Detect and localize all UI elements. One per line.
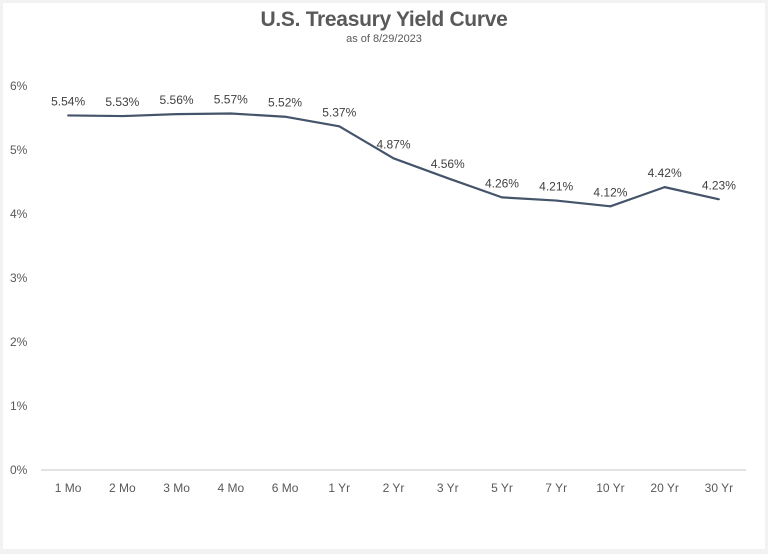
- data-point: [284, 115, 287, 118]
- data-point: [446, 177, 449, 180]
- y-tick-label: 5%: [10, 143, 28, 157]
- x-tick-label: 7 Yr: [545, 481, 567, 495]
- data-label: 5.37%: [322, 105, 356, 119]
- data-label: 4.12%: [593, 185, 627, 199]
- data-point: [392, 157, 395, 160]
- x-tick-label: 20 Yr: [650, 481, 678, 495]
- x-tick-label: 4 Mo: [217, 481, 244, 495]
- y-tick-label: 1%: [10, 399, 28, 413]
- data-point: [609, 205, 612, 208]
- data-point: [717, 198, 720, 201]
- data-point: [175, 113, 178, 116]
- y-tick-label: 4%: [10, 207, 28, 221]
- data-point: [229, 112, 232, 115]
- chart-subtitle: as of 8/29/2023: [346, 33, 422, 45]
- x-tick-label: 3 Yr: [437, 481, 459, 495]
- y-tick-label: 0%: [10, 463, 28, 477]
- data-label: 4.23%: [702, 178, 736, 192]
- x-tick-label: 3 Mo: [163, 481, 190, 495]
- data-label: 5.57%: [214, 93, 248, 107]
- data-point: [67, 114, 70, 117]
- data-label: 5.56%: [160, 93, 194, 107]
- data-label: 5.54%: [51, 94, 85, 108]
- y-tick-label: 2%: [10, 335, 28, 349]
- data-label: 4.26%: [485, 176, 519, 190]
- data-label: 4.42%: [648, 166, 682, 180]
- data-point: [663, 186, 666, 189]
- data-label: 4.21%: [539, 180, 573, 194]
- x-tick-label: 2 Yr: [383, 481, 405, 495]
- data-label: 4.87%: [376, 137, 410, 151]
- data-label: 4.56%: [431, 157, 465, 171]
- chart-title: U.S. Treasury Yield Curve: [260, 8, 508, 31]
- x-tick-label: 6 Mo: [272, 481, 299, 495]
- data-point: [500, 196, 503, 199]
- data-point: [121, 115, 124, 118]
- x-tick-label: 30 Yr: [705, 481, 733, 495]
- y-tick-label: 6%: [10, 79, 28, 93]
- x-tick-label: 10 Yr: [596, 481, 624, 495]
- x-tick-label: 5 Yr: [491, 481, 513, 495]
- data-label: 5.53%: [105, 95, 139, 109]
- data-label: 5.52%: [268, 96, 302, 110]
- data-point: [555, 199, 558, 202]
- x-tick-label: 1 Mo: [55, 481, 82, 495]
- x-tick-label: 1 Yr: [328, 481, 350, 495]
- x-tick-label: 2 Mo: [109, 481, 136, 495]
- data-point: [338, 125, 341, 128]
- y-tick-label: 3%: [10, 271, 28, 285]
- chart-card: [3, 3, 765, 549]
